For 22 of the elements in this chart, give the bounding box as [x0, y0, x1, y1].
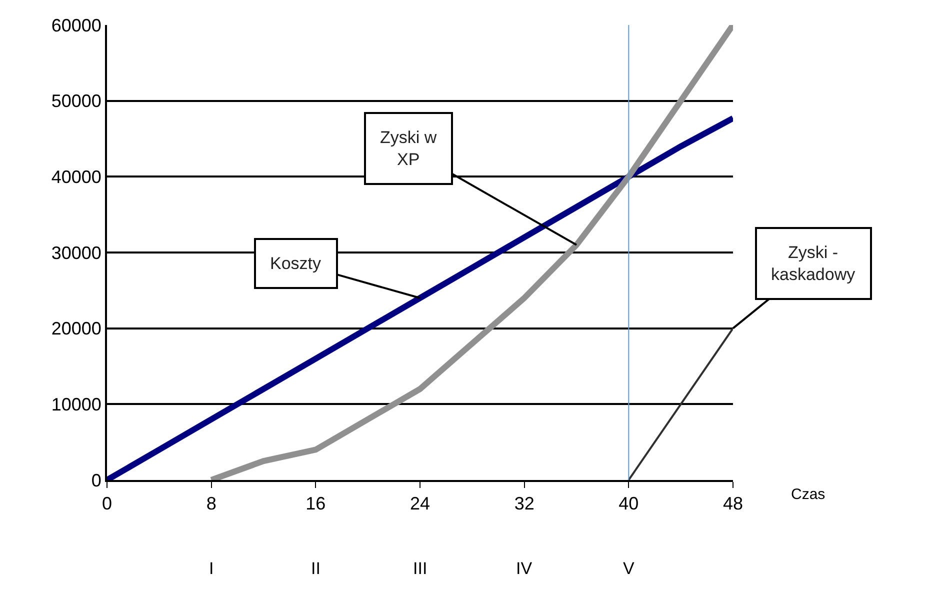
- annotation: Zyski - kaskadowy: [771, 243, 856, 284]
- annotation: Zyski w XP: [380, 128, 438, 170]
- x-tick-label: 16: [306, 494, 326, 514]
- y-tick-label: 20000: [51, 318, 102, 339]
- x-tick-label: 40: [618, 494, 639, 514]
- text: II: [311, 559, 320, 578]
- y-tick-label: 60000: [51, 15, 102, 36]
- text: IV: [516, 559, 533, 578]
- text: I: [209, 559, 214, 578]
- x-tick-label: 32: [514, 494, 534, 514]
- y-tick-label: 10000: [51, 394, 102, 414]
- text: III: [413, 559, 428, 578]
- x-tick-label: 24: [410, 494, 430, 514]
- y-tick-label: 50000: [51, 91, 102, 112]
- x-tick-label: 48: [722, 494, 744, 514]
- y-tick-label: 30000: [51, 242, 102, 263]
- y-tick-label: 0: [91, 470, 102, 490]
- x-axis-title: Czas: [791, 486, 826, 503]
- text: V: [623, 559, 635, 578]
- x-tick-label: 8: [206, 494, 216, 514]
- y-tick-label: 40000: [51, 166, 102, 187]
- annotation: Koszty: [270, 254, 322, 273]
